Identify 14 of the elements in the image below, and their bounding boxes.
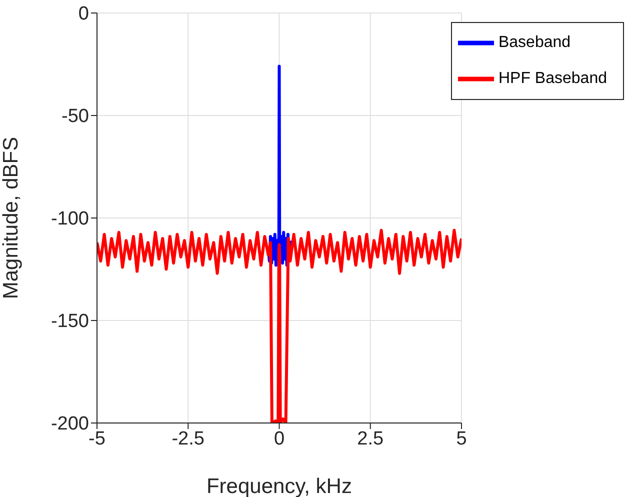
y-tick-label: 0 — [78, 4, 89, 25]
y-tick-label: -200 — [50, 414, 89, 435]
x-tick-label: 2.5 — [357, 428, 384, 450]
y-tick-label: -50 — [62, 106, 89, 128]
x-axis-title: Frequency, kHz — [206, 475, 352, 497]
y-axis-title: Magnitude, dBFS — [0, 136, 22, 300]
legend-label: Baseband — [498, 34, 571, 52]
y-tick-label: -100 — [50, 208, 89, 230]
legend-label: HPF Baseband — [498, 70, 607, 88]
x-tick-label: 0 — [274, 428, 285, 450]
x-tick-label: 5 — [456, 428, 467, 450]
y-tick-label: -150 — [50, 311, 89, 332]
x-tick-label: -2.5 — [172, 428, 204, 450]
x-tick-label: -5 — [88, 428, 106, 450]
